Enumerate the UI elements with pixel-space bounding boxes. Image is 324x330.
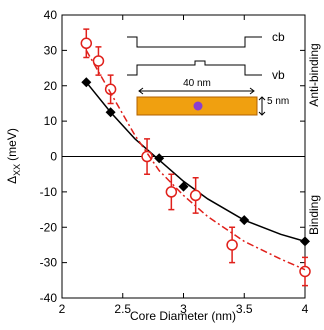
y-label-symbol: Δ	[5, 176, 19, 184]
y-label-subscript: XX	[12, 164, 22, 176]
y-tick-label: -30	[40, 256, 58, 270]
binding-label: Binding	[307, 195, 321, 235]
width-label: 5 nm	[267, 96, 289, 107]
arrow-head	[258, 111, 266, 116]
inset	[127, 36, 266, 116]
data-point	[141, 150, 153, 163]
y-tick-label: 0	[50, 150, 57, 164]
exciton-dot	[193, 101, 203, 111]
data-point	[189, 189, 202, 202]
cb-label: cb	[272, 30, 285, 44]
x-tick-label: 4	[302, 302, 309, 316]
arrow-head	[249, 87, 255, 95]
x-tick-label: 3.5	[236, 302, 253, 316]
cb-profile	[127, 36, 262, 48]
y-tick-label: 40	[44, 8, 58, 22]
x-axis-label: Core Diameter (nm)	[130, 309, 236, 323]
y-axis-label: ΔXX (meV)	[5, 128, 22, 184]
y-label-unit: (meV)	[5, 128, 19, 161]
data-point	[299, 265, 311, 278]
y-tick-label: -10	[40, 185, 58, 199]
data-point	[226, 239, 238, 251]
fit-line	[85, 50, 306, 271]
data-point	[92, 55, 105, 67]
arrow-head	[138, 87, 144, 95]
length-label: 40 nm	[183, 78, 211, 89]
x-tick-label: 2	[59, 302, 66, 316]
fit-line	[85, 81, 306, 243]
y-tick-label: -20	[40, 220, 58, 234]
data-point	[154, 153, 165, 164]
arrow-head	[258, 96, 266, 101]
data-point	[165, 186, 178, 198]
x-tick-label: 2.5	[114, 302, 131, 316]
vb-label: vb	[272, 68, 285, 82]
data-point	[80, 37, 93, 50]
vb-profile	[127, 60, 262, 76]
y-tick-label: 10	[44, 114, 58, 128]
y-tick-label: 30	[44, 43, 58, 57]
x-tick-label: 3	[180, 302, 187, 316]
data-point	[178, 181, 189, 192]
y-tick-label: 20	[44, 79, 58, 93]
anti-binding-label: Anti-binding	[307, 43, 321, 106]
y-tick-label: -40	[40, 291, 58, 305]
